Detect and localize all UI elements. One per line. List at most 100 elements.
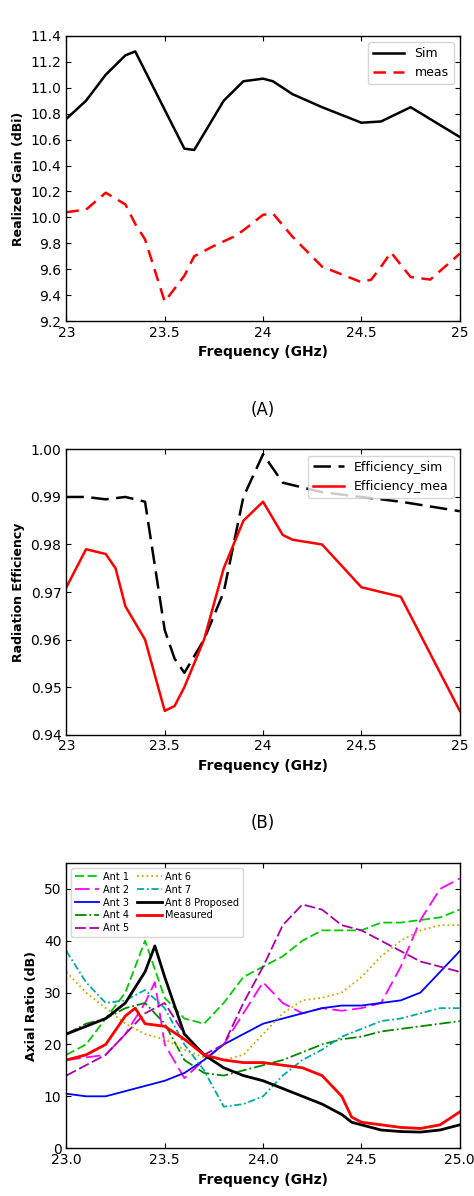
Efficiency_sim: [240, 490, 246, 505]
Efficiency_sim: [201, 633, 207, 647]
Ant 8 Proposed: [221, 1061, 227, 1075]
Sim: [103, 68, 109, 83]
Measured: [378, 1117, 384, 1131]
Sim: [240, 74, 246, 89]
Ant 2: [162, 1037, 167, 1051]
meas: [260, 208, 266, 222]
meas: [368, 273, 374, 287]
Ant 3: [221, 1037, 227, 1051]
Efficiency_mea: [64, 580, 69, 594]
Ant 3: [64, 1086, 69, 1100]
Ant 5: [221, 1037, 227, 1051]
Efficiency_mea: [280, 527, 285, 542]
Ant 1: [201, 1017, 207, 1031]
Ant 8 Proposed: [182, 1027, 187, 1042]
Ant 3: [319, 1001, 325, 1015]
meas: [290, 230, 295, 244]
Line: Ant 5: Ant 5: [66, 904, 460, 1075]
Ant 7: [280, 1068, 285, 1082]
meas: [388, 245, 394, 260]
Ant 6: [437, 919, 443, 933]
Efficiency_mea: [378, 585, 384, 599]
Ant 1: [319, 923, 325, 938]
Ant 5: [418, 954, 423, 969]
Sim: [290, 87, 295, 102]
Ant 8 Proposed: [339, 1107, 345, 1122]
Ant 6: [339, 986, 345, 1000]
Ant 1: [162, 990, 167, 1005]
Ant 4: [201, 1066, 207, 1080]
Ant 3: [201, 1052, 207, 1067]
Efficiency_sim: [142, 494, 148, 508]
Ant 4: [418, 1019, 423, 1033]
Line: Ant 8 Proposed: Ant 8 Proposed: [66, 946, 460, 1133]
Line: Ant 1: Ant 1: [66, 910, 460, 1055]
Ant 6: [418, 923, 423, 938]
Sim: [191, 142, 197, 157]
Ant 1: [300, 934, 305, 948]
Ant 5: [103, 1048, 109, 1062]
Ant 4: [300, 1045, 305, 1060]
Sim: [221, 93, 227, 108]
Ant 8 Proposed: [103, 1012, 109, 1026]
Ant 8 Proposed: [437, 1123, 443, 1137]
Line: Ant 6: Ant 6: [66, 926, 460, 1060]
Sim: [408, 100, 413, 115]
Ant 2: [398, 959, 403, 974]
meas: [182, 269, 187, 283]
Ant 8 Proposed: [83, 1019, 89, 1033]
Ant 3: [280, 1012, 285, 1026]
Ant 2: [358, 1001, 364, 1015]
Ant 7: [358, 1021, 364, 1036]
Ant 2: [260, 975, 266, 989]
Ant 3: [240, 1027, 246, 1042]
Efficiency_mea: [172, 698, 177, 713]
meas: [319, 260, 325, 274]
Ant 2: [64, 1052, 69, 1067]
Efficiency_sim: [172, 652, 177, 666]
Ant 7: [83, 975, 89, 989]
Ant 6: [122, 1017, 128, 1031]
Ant 7: [378, 1014, 384, 1029]
X-axis label: Frequency (GHz): Frequency (GHz): [198, 1172, 328, 1186]
Ant 5: [122, 1027, 128, 1042]
Ant 7: [221, 1099, 227, 1113]
meas: [378, 260, 384, 274]
Ant 7: [437, 1001, 443, 1015]
Sim: [358, 116, 364, 130]
Ant 4: [162, 1017, 167, 1031]
Ant 8 Proposed: [260, 1074, 266, 1088]
Efficiency_sim: [457, 504, 463, 518]
Measured: [83, 1048, 89, 1062]
Ant 2: [182, 1070, 187, 1085]
Ant 7: [103, 996, 109, 1011]
Sim: [260, 72, 266, 86]
Ant 2: [103, 1048, 109, 1062]
Sim: [270, 74, 276, 89]
Ant 7: [319, 1043, 325, 1057]
Efficiency_mea: [260, 494, 266, 508]
Legend: Sim, meas: Sim, meas: [368, 42, 454, 85]
Efficiency_mea: [182, 679, 187, 694]
Ant 4: [240, 1063, 246, 1078]
X-axis label: Frequency (GHz): Frequency (GHz): [198, 346, 328, 360]
Ant 8 Proposed: [398, 1124, 403, 1139]
Ant 1: [103, 1012, 109, 1026]
Ant 6: [398, 934, 403, 948]
Measured: [418, 1122, 423, 1136]
Ant 2: [280, 996, 285, 1011]
Ant 5: [319, 903, 325, 917]
Ant 7: [182, 1037, 187, 1051]
Ant 4: [122, 1001, 128, 1015]
Ant 8 Proposed: [201, 1048, 207, 1062]
Efficiency_mea: [201, 633, 207, 647]
Ant 6: [182, 1043, 187, 1057]
Ant 5: [83, 1058, 89, 1073]
Efficiency_mea: [103, 547, 109, 561]
Line: meas: meas: [66, 193, 460, 301]
Measured: [398, 1121, 403, 1135]
Ant 6: [103, 1001, 109, 1015]
Ant 7: [64, 944, 69, 958]
Efficiency_mea: [240, 513, 246, 527]
Text: (A): (A): [251, 401, 275, 419]
